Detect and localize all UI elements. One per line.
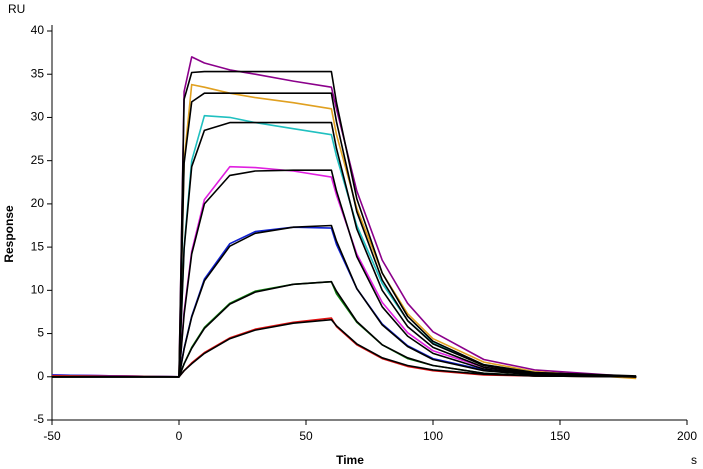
y-tick-label: 25 [31, 153, 45, 167]
sensorgram-line [51, 83, 637, 380]
sensorgram-line [51, 165, 637, 378]
sensorgram-line [52, 280, 637, 378]
x-tick-label: 100 [423, 429, 443, 443]
x-tick-label: -50 [43, 429, 61, 443]
x-unit: s [691, 453, 697, 467]
y-tick-label: -5 [33, 412, 44, 426]
y-tick-label: 20 [31, 196, 45, 210]
x-tick-label: 150 [550, 429, 570, 443]
y-tick-label: 10 [31, 283, 45, 297]
sensorgram-line [52, 169, 637, 378]
sensorgram-line [52, 224, 637, 378]
y-tick-label: 35 [31, 66, 45, 80]
x-tick-label: 200 [677, 429, 697, 443]
y-tick-label: 15 [31, 239, 45, 253]
sensorgram-line [52, 92, 637, 378]
sensorgram-line [51, 280, 637, 378]
sensorgram-line [52, 70, 637, 378]
y-tick-label: 0 [37, 369, 44, 383]
x-axis-label: Time [336, 453, 364, 467]
sensorgram-line [52, 121, 637, 378]
x-tick-label: 0 [176, 429, 183, 443]
sensorgram-line [51, 317, 637, 378]
x-tick-label: 50 [299, 429, 313, 443]
sensorgram-line [51, 56, 637, 378]
y-axis-label: Response [2, 205, 16, 263]
y-tick-label: 5 [37, 326, 44, 340]
y-tick-label: 40 [31, 23, 45, 37]
y-unit: RU [8, 2, 25, 16]
sensorgram-line [52, 318, 637, 378]
y-tick-label: 30 [31, 110, 45, 124]
